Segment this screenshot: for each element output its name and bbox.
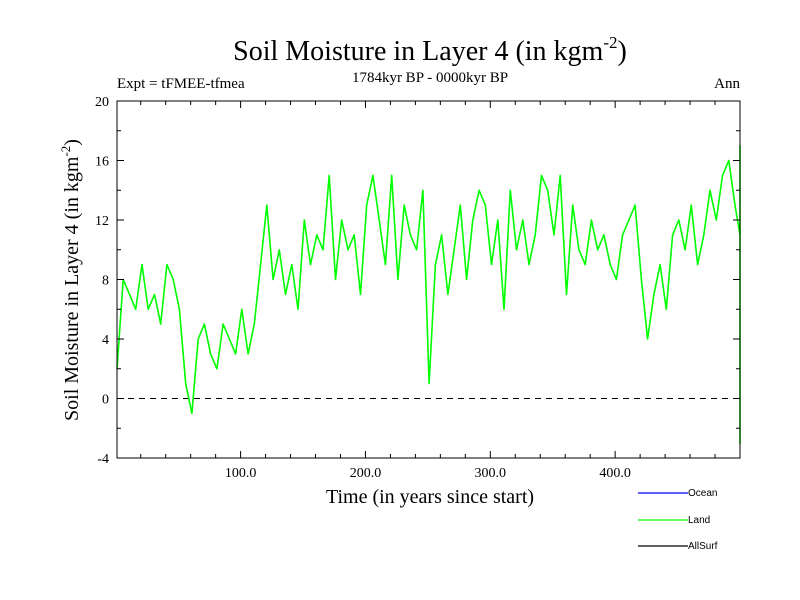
legend-label-land: Land [688,515,710,526]
y-axis-label-close: ) [61,139,83,146]
chart-title-sup: -2 [603,33,617,52]
y-tick-label: -4 [97,452,109,467]
chart-title-close: ) [618,36,627,67]
chart-subtitle: 1784kyr BP - 0000kyr BP [352,70,508,86]
y-tick-label: 4 [102,333,109,348]
expt-label: Expt = tFMEE-tfmea [117,76,245,92]
y-tick-label: 8 [102,274,109,289]
y-tick-label: 0 [102,393,109,408]
y-axis-label-sup: -2 [58,146,73,157]
legend-label-allsurf: AllSurf [688,541,718,552]
y-tick-label: 16 [95,155,109,170]
y-axis-label-main: Soil Moisture in Layer 4 (in kgm [61,156,83,421]
legend: Ocean Land AllSurf [638,488,718,552]
chart-title-main: Soil Moisture in Layer 4 (in kgm [233,36,603,67]
x-tick-label: 200.0 [350,466,382,481]
x-ticks: 100.0 200.0 300.0 400.0 [140,101,716,481]
season-label: Ann [714,76,740,92]
y-tick-label: 12 [95,214,109,229]
x-tick-label: 100.0 [225,466,257,481]
chart-title: Soil Moisture in Layer 4 (in kgm-2) [233,33,627,67]
x-axis-label: Time (in years since start) [326,486,534,508]
x-tick-label: 300.0 [475,466,507,481]
x-tick-label: 400.0 [599,466,631,481]
y-tick-label: 20 [95,95,109,110]
plot-frame [116,100,741,459]
legend-label-ocean: Ocean [688,488,717,499]
y-ticks: -4 0 4 8 12 16 20 [95,95,740,467]
y-axis-label: Soil Moisture in Layer 4 (in kgm-2) [58,139,83,421]
